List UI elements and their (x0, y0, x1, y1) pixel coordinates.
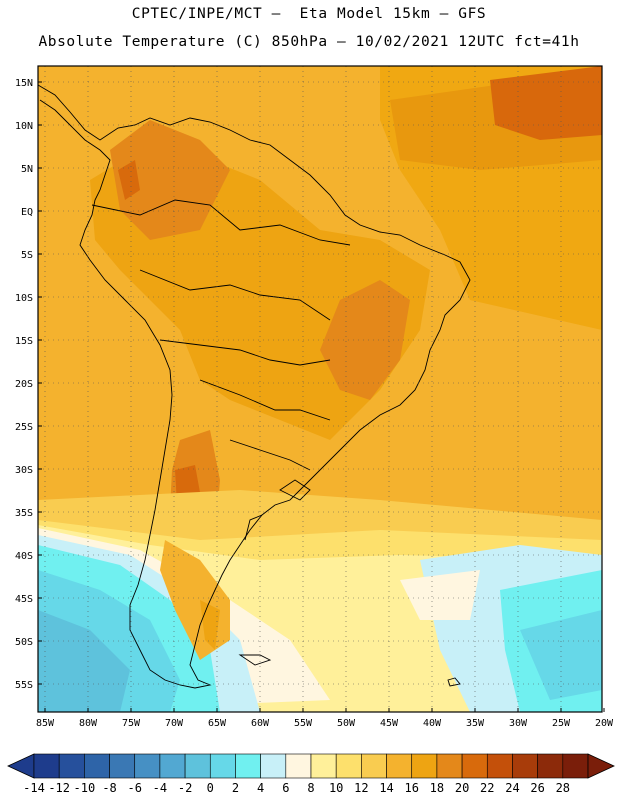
lat-label: 30S (15, 465, 33, 476)
colorbar-swatch (310, 753, 337, 779)
colorbar-swatch (235, 753, 261, 779)
coastlines (38, 84, 471, 689)
lat-label: 5S (21, 250, 33, 261)
title-line-1: CPTEC/INPE/MCT – Eta Model 15km – GFS (131, 6, 487, 22)
latitude-axis: 15N 10N 5N EQ 5S 10S 15S 20S 25S 30S 35S 40S 45S 50S 5… (15, 78, 42, 691)
title-line-2: Absolute Temperature (C) 850hPa – 10/02/… (38, 34, 580, 50)
colorbar-swatch (33, 753, 60, 779)
lat-label: 35S (15, 508, 33, 519)
colorbar-swatch (285, 753, 312, 779)
colorbar-label: 20 (455, 781, 469, 795)
lat-label: 55S (15, 680, 33, 691)
colorbar-label: 2 (232, 781, 239, 795)
colorbar-swatch (461, 753, 488, 779)
colorbar-swatch (562, 753, 589, 779)
colorbar-swatch (537, 753, 564, 779)
lat-label: 10S (15, 293, 33, 304)
colorbar-label: 14 (379, 781, 393, 795)
lon-label: 25W (552, 718, 571, 729)
colorbar-label: 22 (480, 781, 494, 795)
colorbar-label: 26 (530, 781, 544, 795)
colorbar-label: 28 (556, 781, 570, 795)
lat-label: 15S (15, 336, 33, 347)
colorbar-swatch (184, 753, 211, 779)
colorbar-swatch (486, 753, 513, 779)
colorbar-label: 0 (207, 781, 214, 795)
colorbar-swatch (58, 753, 85, 779)
colorbar-swatch (159, 753, 186, 779)
colorbar-label: -10 (74, 781, 96, 795)
colorbar-swatch (335, 753, 362, 779)
lat-label: 40S (15, 551, 33, 562)
lon-label: 40W (423, 718, 442, 729)
colorbar-label: -4 (153, 781, 167, 795)
lon-label: 20W (595, 718, 614, 729)
colorbar-swatch (436, 753, 463, 779)
longitude-axis: 85W 80W 75W 70W 65W 60W 55W 50W 45W 40W 35W 30W 25W 2… (36, 708, 614, 729)
colorbar-swatch (512, 753, 538, 779)
lon-label: 30W (509, 718, 528, 729)
colorbar-min-arrow (7, 753, 35, 779)
colorbar-label: 8 (307, 781, 314, 795)
plot-frame (37, 65, 603, 713)
lon-label: 65W (208, 718, 227, 729)
lon-label: 75W (122, 718, 141, 729)
colorbar-swatch (260, 753, 287, 779)
colorbar-label: -2 (178, 781, 192, 795)
lat-label: 50S (15, 637, 33, 648)
colorbar-label: 12 (354, 781, 368, 795)
lon-label: 60W (251, 718, 270, 729)
lon-label: 35W (466, 718, 485, 729)
lon-label: 50W (337, 718, 356, 729)
lat-label: 20S (15, 379, 33, 390)
lon-label: 45W (380, 718, 399, 729)
colorbar-swatch (109, 753, 136, 779)
lat-label: 25S (15, 422, 33, 433)
lon-label: 85W (36, 718, 55, 729)
lat-label: 45S (15, 594, 33, 605)
lat-label: EQ (21, 207, 33, 218)
colorbar-swatch (361, 753, 387, 779)
colorbar-swatch (134, 753, 161, 779)
colorbar-label: 6 (282, 781, 289, 795)
colorbar-label: 16 (405, 781, 419, 795)
colorbar: -14 -12 -10 -8 -6 -4 -2 0 2 4 6 8 10 12 14 16 18 20 22 24 26… (7, 753, 615, 795)
colorbar-swatch (209, 753, 236, 779)
colorbar-label: -6 (128, 781, 142, 795)
lat-label: 15N (15, 78, 33, 89)
lat-label: 10N (15, 121, 33, 132)
colorbar-swatch (386, 753, 413, 779)
colorbar-label: 18 (430, 781, 444, 795)
colorbar-label: -8 (102, 781, 116, 795)
graticule (38, 66, 602, 712)
colorbar-swatch (84, 753, 110, 779)
temperature-field (38, 66, 602, 712)
colorbar-label: -12 (48, 781, 70, 795)
lon-label: 55W (294, 718, 313, 729)
lon-label: 70W (165, 718, 184, 729)
colorbar-label: 10 (329, 781, 343, 795)
colorbar-label: 24 (505, 781, 519, 795)
colorbar-label: 4 (257, 781, 264, 795)
colorbar-label: -14 (23, 781, 45, 795)
lat-label: 5N (21, 164, 33, 175)
lon-label: 80W (79, 718, 98, 729)
colorbar-max-arrow (587, 753, 615, 779)
colorbar-swatch (411, 753, 438, 779)
